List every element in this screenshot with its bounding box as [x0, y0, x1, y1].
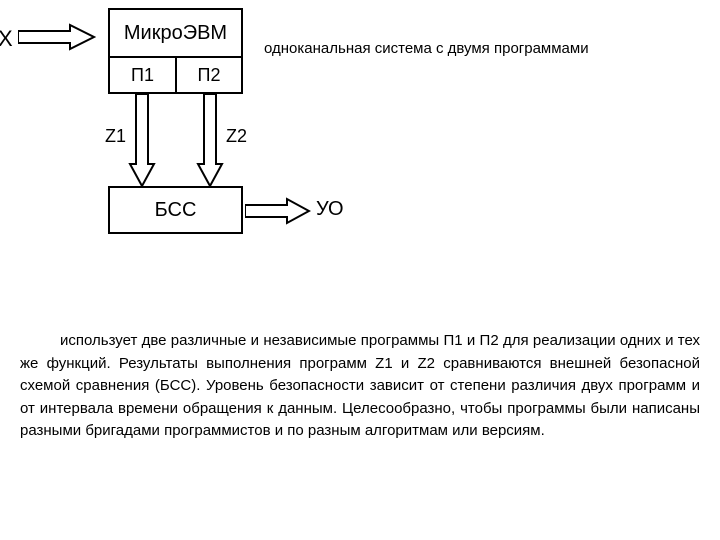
uo-label: УО	[316, 198, 344, 221]
z1-arrow-icon	[128, 94, 156, 188]
z1-label: Z1	[105, 126, 126, 147]
input-x-label: Х	[0, 26, 13, 52]
description-paragraph: использует две различные и независимые п…	[20, 330, 700, 443]
p1-box: П1	[108, 56, 177, 94]
bss-box: БСС	[108, 186, 243, 234]
p2-box: П2	[175, 56, 243, 94]
input-arrow-icon	[18, 22, 96, 52]
z2-label: Z2	[226, 126, 247, 147]
diagram-caption: одноканальная система с двумя программам…	[264, 40, 589, 57]
micro-evm-box: МикроЭВМ	[108, 8, 243, 58]
diagram-area: Х МикроЭВМ П1 П2 одноканальная система с…	[0, 0, 720, 300]
z2-arrow-icon	[196, 94, 224, 188]
output-arrow-icon	[245, 196, 311, 226]
